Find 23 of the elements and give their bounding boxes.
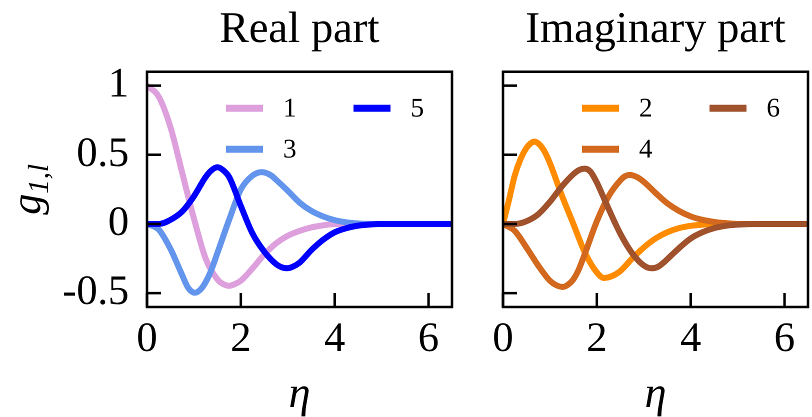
x-tick-label: 4 [324,315,346,362]
legend-label: 6 [766,92,780,122]
chart-title: Imaginary part [525,2,786,52]
y-axis-title: g1,l [4,164,55,215]
y-tick-label: 1 [108,60,129,107]
legend-label: 2 [639,92,652,122]
x-tick-label: 2 [586,315,608,362]
y-tick-label: 0.5 [76,130,129,176]
x-tick-label: 0 [136,315,158,362]
legend-label: 5 [410,92,424,122]
x-tick-label: 0 [492,315,514,362]
x-tick-label: 6 [774,315,796,362]
y-tick-label: 0 [108,199,129,246]
legend-label: 4 [639,133,653,164]
legend-label: 1 [283,92,296,122]
chart-title: Real part [219,2,380,52]
x-axis-title: η [288,368,310,417]
y-tick-label: -0.5 [62,268,129,314]
x-tick-label: 6 [418,315,440,362]
x-tick-label: 2 [230,315,252,362]
x-axis-title: η [644,368,666,417]
legend-label: 3 [283,133,296,164]
x-tick-label: 4 [680,315,702,362]
